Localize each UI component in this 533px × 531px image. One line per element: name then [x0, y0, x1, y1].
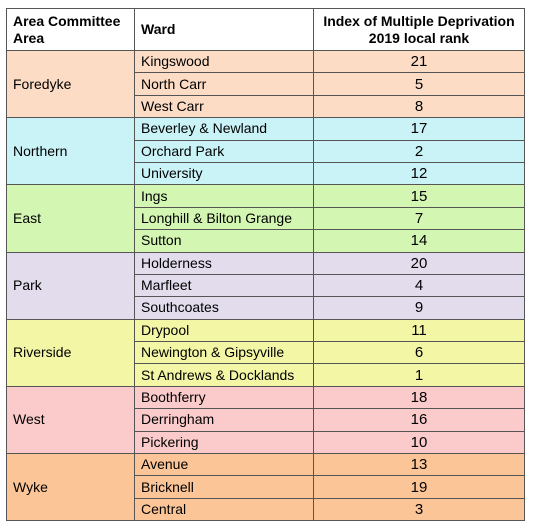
ward-cell: Ings: [134, 184, 314, 208]
table-row: Sutton 14: [6, 229, 525, 253]
area-cell: Northern: [6, 117, 135, 186]
rank-cell: 20: [313, 251, 525, 275]
table-row: St Andrews & Docklands 1: [6, 363, 525, 387]
rank-cell: 6: [313, 341, 525, 365]
header-row: Area Committee Area Ward Index of Multip…: [6, 8, 525, 51]
ward-cell: Boothferry: [134, 385, 314, 410]
ward-cell: Avenue: [134, 453, 314, 477]
table-row: Southcoates 9: [6, 296, 525, 320]
ward-cell: Bricknell: [134, 475, 314, 499]
rank-cell: 15: [313, 184, 525, 208]
table-row: Park Holderness 20: [6, 251, 525, 320]
ward-cell: Kingswood: [134, 49, 314, 74]
ward-cell: Sutton: [134, 229, 314, 253]
header-rank: Index of Multiple Deprivation 2019 local…: [313, 8, 525, 51]
table-row: West Boothferry 18: [6, 385, 525, 455]
ward-cell: Orchard Park: [134, 139, 314, 163]
rank-cell: 8: [313, 94, 525, 119]
area-cell: Park: [6, 251, 135, 320]
area-cell: Foredyke: [6, 49, 135, 119]
rank-cell: 1: [313, 363, 525, 387]
rank-cell: 5: [313, 72, 525, 96]
ward-cell: Derringham: [134, 408, 314, 432]
rank-cell: 9: [313, 296, 525, 320]
area-cell: Riverside: [6, 318, 135, 387]
ward-cell: Central: [134, 497, 314, 522]
table-row: Newington & Gipsyville 6: [6, 341, 525, 365]
rank-cell: 2: [313, 139, 525, 163]
ward-cell: Beverley & Newland: [134, 117, 314, 141]
table-row: Foredyke Kingswood 21: [6, 49, 525, 119]
header-area: Area Committee Area: [6, 8, 135, 51]
rank-cell: 3: [313, 497, 525, 522]
ward-cell: Newington & Gipsyville: [134, 341, 314, 365]
ward-cell: University: [134, 161, 314, 186]
table-row: Central 3: [6, 497, 525, 522]
table-row: Riverside Drypool 11: [6, 318, 525, 387]
rank-cell: 4: [313, 273, 525, 298]
table-row: Derringham 16: [6, 408, 525, 432]
header-ward: Ward: [134, 8, 314, 51]
ward-cell: Pickering: [134, 430, 314, 455]
table-row: Marfleet 4: [6, 273, 525, 298]
table-row: Wyke Avenue 13: [6, 453, 525, 522]
rank-cell: 11: [313, 318, 525, 343]
ward-cell: Marfleet: [134, 273, 314, 298]
table-row: West Carr 8: [6, 94, 525, 119]
rank-cell: 7: [313, 206, 525, 231]
ward-cell: Drypool: [134, 318, 314, 343]
rank-cell: 16: [313, 408, 525, 432]
ward-cell: Holderness: [134, 251, 314, 275]
area-cell: Wyke: [6, 453, 135, 522]
ward-cell: West Carr: [134, 94, 314, 119]
rank-cell: 21: [313, 49, 525, 74]
rank-cell: 12: [313, 161, 525, 186]
table-row: East Ings 15: [6, 184, 525, 253]
rank-cell: 18: [313, 385, 525, 410]
table-row: Longhill & Bilton Grange 7: [6, 206, 525, 231]
rank-cell: 19: [313, 475, 525, 499]
rank-cell: 13: [313, 453, 525, 477]
ward-cell: North Carr: [134, 72, 314, 96]
table-row: Bricknell 19: [6, 475, 525, 499]
table-row: Pickering 10: [6, 430, 525, 455]
rank-cell: 14: [313, 229, 525, 253]
table-row: Northern Beverley & Newland 17: [6, 117, 525, 186]
rank-cell: 17: [313, 117, 525, 141]
ward-cell: Southcoates: [134, 296, 314, 320]
ward-cell: Longhill & Bilton Grange: [134, 206, 314, 231]
ward-cell: St Andrews & Docklands: [134, 363, 314, 387]
table-row: University 12: [6, 161, 525, 186]
table-row: North Carr 5: [6, 72, 525, 96]
area-cell: West: [6, 385, 135, 455]
area-cell: East: [6, 184, 135, 253]
deprivation-rank-table: Area Committee Area Ward Index of Multip…: [6, 8, 525, 522]
table-body: Foredyke Kingswood 21 North Carr 5 West Carr 8…: [6, 49, 525, 522]
rank-cell: 10: [313, 430, 525, 455]
